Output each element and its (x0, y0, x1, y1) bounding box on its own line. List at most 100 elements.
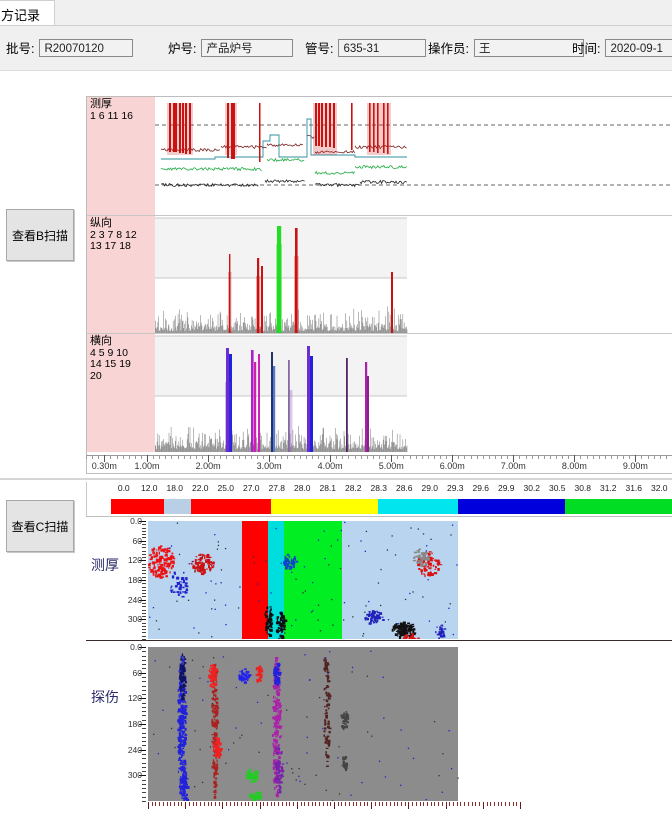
c-scan-bottom-tick (282, 802, 283, 806)
c-scan-bottom-tick (457, 802, 458, 806)
view-c-scan-button[interactable]: 查看C扫描 (6, 500, 74, 552)
c-scan-bottom-tick (237, 802, 238, 806)
c-scan-scale-value: 29.0 (421, 483, 438, 493)
b-scan-tick (312, 455, 313, 459)
input-batch[interactable]: R20070120 (39, 39, 133, 57)
c-scan-bottom-tick (204, 802, 205, 806)
b-scan-tick (477, 455, 478, 459)
c-scan-y-tick (142, 694, 146, 695)
c-scan-bottom-tick (241, 802, 242, 806)
c-scan-bottom-tick (181, 802, 182, 806)
c-scan-y-tick (142, 711, 146, 712)
c-scan-scale-value: 28.2 (345, 483, 362, 493)
b-scan-tick (233, 455, 234, 459)
c-scan-bottom-tick (412, 802, 413, 806)
c-scan-y-tick (142, 758, 146, 759)
c-scan-bottom-tick (472, 802, 473, 806)
c-scan-bottom-tick (416, 802, 417, 806)
b-scan-tick (660, 455, 661, 459)
c-scan-scale-value: 30.2 (523, 483, 540, 493)
c-scan-scale-value: 25.0 (217, 483, 234, 493)
b-scan-tick (501, 455, 502, 459)
input-pipe[interactable]: 635-31 (338, 39, 426, 57)
c-scan-y-tick (142, 603, 146, 604)
input-furnace[interactable]: 产品炉号 (201, 39, 293, 57)
b-scan-tick (171, 455, 172, 459)
c-scan-bottom-tick (360, 802, 361, 806)
b-scan-channels-longitudinal-2: 13 17 18 (90, 241, 152, 253)
b-scan-tick (178, 455, 179, 459)
c-scan-bottom-tick (211, 802, 212, 806)
b-scan-tick (385, 455, 386, 459)
c-scan-bottom-tick (479, 802, 480, 806)
c-scan-scale-value: 28.3 (370, 483, 387, 493)
c-scan-bottom-tick (464, 802, 465, 806)
b-scan-tick (489, 455, 490, 459)
b-scan-x-label: 3.00m (257, 461, 282, 471)
c-scan-y-tick (142, 745, 146, 746)
c-scan-bottom-tick (427, 802, 428, 806)
c-scan-bottom-tick (405, 802, 406, 806)
c-scan-bottom-tick (319, 802, 320, 806)
c-scan-scale-value: 31.2 (600, 483, 617, 493)
c-scan-y-tick (142, 707, 146, 708)
c-scan-y-tick (142, 590, 146, 591)
c-scan-bottom-tick (245, 802, 246, 806)
b-scan-tick (507, 455, 508, 459)
view-b-scan-button[interactable]: 查看B扫描 (6, 209, 74, 261)
c-scan-bottom-tick (501, 802, 502, 806)
b-scan-tick (666, 455, 667, 459)
section-divider (0, 478, 672, 480)
c-scan-bottom-tick (341, 802, 342, 806)
b-scan-tick (324, 455, 325, 459)
c-scan-y-tick (142, 629, 146, 630)
b-scan-tick (220, 455, 221, 459)
c-scan-y-tick (142, 524, 146, 525)
c-scan-bottom-tick (297, 802, 298, 809)
b-scan-tick (257, 455, 258, 459)
c-scan-bottom-tick (167, 802, 168, 806)
c-scan-bottom-tick (382, 802, 383, 806)
b-scan-channels-transverse-2: 14 15 19 (90, 359, 152, 371)
input-time[interactable]: 2020-09-1 (605, 39, 672, 57)
c-scan-y-tick (142, 577, 146, 578)
c-scan-y-tick (142, 583, 146, 584)
c-scan-bottom-tick (345, 802, 346, 806)
b-scan-title-longitudinal: 纵向 (90, 218, 152, 230)
b-scan-x-label: 0.30m (92, 461, 117, 471)
c-scan-bottom-tick (516, 802, 517, 806)
c-scan-bottom-tick (431, 802, 432, 806)
c-scan-bottom-tick (219, 802, 220, 806)
c-scan-color-segment (245, 499, 272, 514)
input-operator[interactable]: 王 (474, 39, 584, 57)
b-scan-tick (196, 455, 197, 459)
c-scan-color-segment (191, 499, 218, 514)
b-scan-tick (526, 455, 527, 459)
c-scan-y-tick (142, 763, 146, 764)
c-scan-bottom-tick (248, 802, 249, 806)
c-scan-y-tick (142, 547, 146, 548)
b-scan-row-longitudinal: 纵向 2 3 7 8 12 13 17 18 (87, 215, 672, 333)
b-scan-tick (464, 455, 465, 459)
b-scan-tick (629, 455, 630, 459)
c-scan-y-tick (142, 686, 146, 687)
c-scan-y-tick (142, 792, 146, 793)
c-scan-y-tick (142, 528, 146, 529)
c-scan-y-tick (142, 797, 146, 798)
c-scan-bottom-tick (178, 802, 179, 806)
c-scan-bottom-tick (394, 802, 395, 806)
label-operator: 操作员: (428, 38, 469, 57)
b-scan-chart[interactable]: 测厚 1 6 11 16 纵向 2 3 7 8 12 13 17 18 横向 4… (86, 96, 672, 474)
c-scan-y-tick (142, 788, 146, 789)
c-scan-y-tick (142, 690, 146, 691)
form-bar: 批号: R20070120 炉号: 产品炉号 管号: 635-31 操作员: 王… (0, 26, 672, 71)
b-scan-x-label: 1.00m (135, 461, 160, 471)
c-scan-bottom-tick (196, 802, 197, 806)
c-scan-bottom-tick (367, 802, 368, 806)
c-scan-y-tick (142, 573, 146, 574)
c-scan-bottom-tick (453, 802, 454, 806)
b-scan-tick (428, 455, 429, 459)
c-scan-bottom-tick (293, 802, 294, 806)
